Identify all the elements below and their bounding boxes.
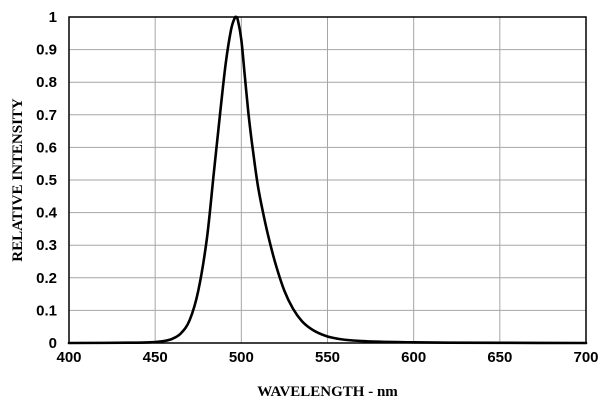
x-axis-ticks: 400 450 500 550 600 650 700: [56, 349, 598, 366]
spectrum-series-line: [67, 15, 588, 345]
x-axis-title: WAVELENGTH - nm: [257, 384, 398, 400]
y-tick-label: 0: [49, 335, 57, 352]
x-tick-label: 600: [401, 349, 426, 366]
y-tick-label: 0.7: [36, 107, 57, 124]
y-tick-label: 0.6: [36, 139, 57, 156]
x-tick-label: 650: [487, 349, 512, 366]
grid: [68, 16, 587, 344]
x-tick-label: 700: [573, 349, 598, 366]
y-tick-label: 0.8: [36, 74, 57, 91]
x-tick-label: 500: [229, 349, 254, 366]
series-layer: [67, 15, 588, 345]
y-tick-label: 1: [49, 9, 57, 26]
y-tick-label: 0.9: [36, 42, 57, 59]
y-tick-label: 0.5: [36, 172, 57, 189]
x-tick-label: 450: [143, 349, 168, 366]
plot-area-frame: [68, 16, 587, 344]
y-tick-label: 0.3: [36, 237, 57, 254]
x-tick-label: 550: [315, 349, 340, 366]
y-axis-ticks: 0 0.1 0.2 0.3 0.4 0.5 0.6 0.7 0.8 0.9 1: [36, 9, 58, 352]
y-tick-label: 0.2: [36, 270, 57, 287]
y-axis-title: RELATIVE INTENSITY: [10, 98, 26, 262]
x-tick-label: 400: [56, 349, 81, 366]
y-tick-label: 0.1: [36, 302, 57, 319]
y-tick-label: 0.4: [36, 205, 58, 222]
